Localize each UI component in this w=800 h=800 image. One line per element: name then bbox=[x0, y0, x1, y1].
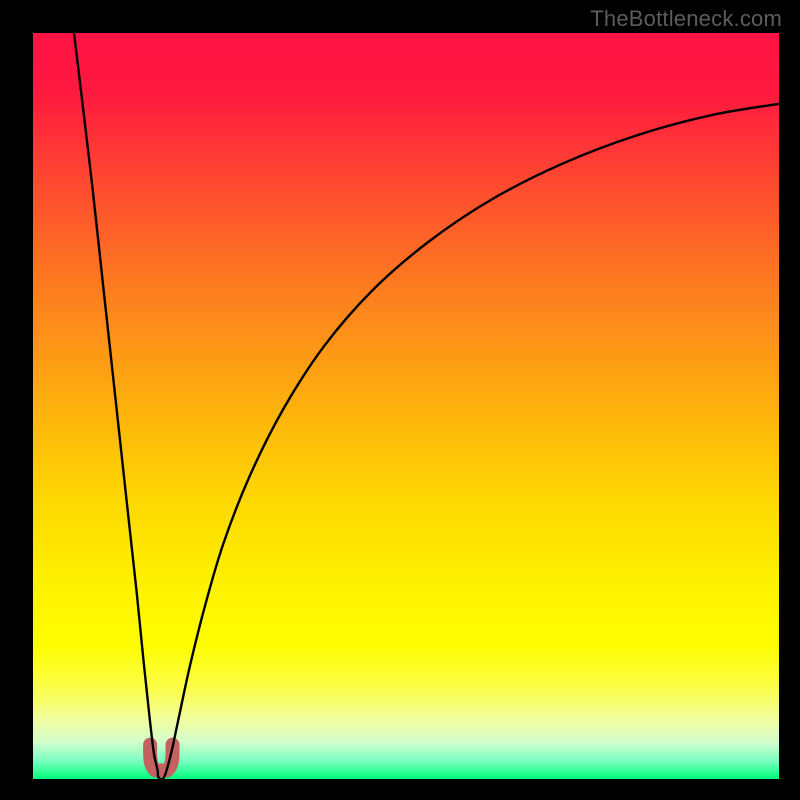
watermark-text: TheBottleneck.com bbox=[590, 6, 782, 32]
chart-root: TheBottleneck.com bbox=[0, 0, 800, 800]
plot-svg bbox=[33, 33, 779, 779]
plot-area bbox=[33, 33, 779, 779]
